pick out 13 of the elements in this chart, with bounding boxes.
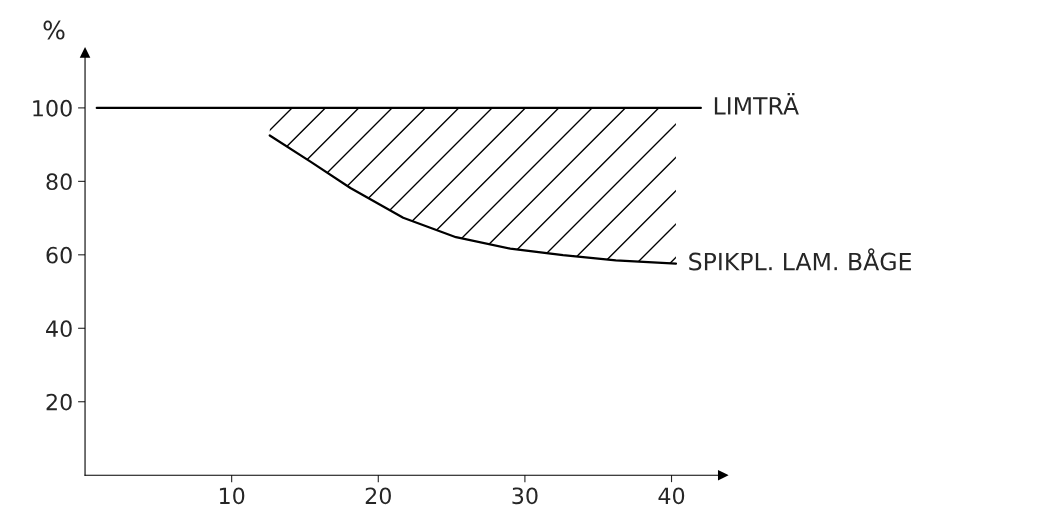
x-tick-label: 10 — [219, 487, 245, 505]
y-tick-label: 100 — [33, 99, 72, 117]
y-axis-title: % — [43, 20, 65, 40]
y-tick-label: 60 — [46, 246, 72, 264]
y-tick-label: 80 — [46, 173, 72, 191]
x-tick-label: 30 — [512, 487, 538, 505]
line-series — [268, 134, 678, 265]
series-label: LIMTRÄ — [714, 92, 799, 115]
y-tick-label: 40 — [46, 320, 72, 338]
x-tick-label: 20 — [365, 487, 391, 505]
series-label: SPIKPL. LAM. BÅGE — [689, 248, 911, 271]
x-tick-label: 40 — [658, 487, 685, 505]
y-tick-label: 20 — [46, 393, 72, 411]
